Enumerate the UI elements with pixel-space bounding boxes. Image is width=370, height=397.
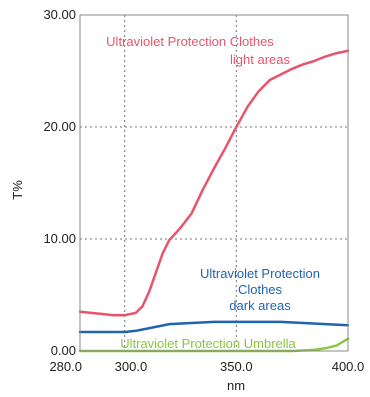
series-line-1: [78, 320, 350, 334]
grid: [80, 15, 348, 351]
y-tick-label: 30.00: [43, 7, 76, 22]
y-tick-label: 10.00: [43, 231, 76, 246]
plot-frame: [79, 14, 349, 352]
series-line-0: [78, 49, 350, 317]
annotations: Ultraviolet Protection Clothes light area…: [106, 34, 320, 351]
dark-areas-label-line: dark areas: [229, 298, 291, 313]
light-areas-label-line: Ultraviolet Protection Clothes: [106, 34, 274, 49]
y-axis-label: T%: [10, 180, 25, 200]
x-tick-label: 350.0: [220, 359, 253, 374]
dark-areas-label-line: Ultraviolet Protection: [200, 266, 320, 281]
x-tick-label: 400.0: [332, 359, 365, 374]
umbrella-label-line: Ultraviolet Protection Umbrella: [120, 336, 296, 351]
tick-labels: 0.00 10.00 20.00 30.00 280.0 300.0 350.0 400.0: [43, 7, 364, 374]
x-axis-label: nm: [227, 378, 245, 393]
dark-areas-label-line: Clothes: [238, 282, 283, 297]
y-tick-label: 20.00: [43, 119, 76, 134]
series-layer: [78, 49, 350, 353]
x-tick-label: 280.0: [49, 359, 82, 374]
light-areas-label-line: light areas: [230, 52, 290, 67]
x-tick-label: 300.0: [115, 359, 148, 374]
y-tick-label: 0.00: [51, 343, 76, 358]
